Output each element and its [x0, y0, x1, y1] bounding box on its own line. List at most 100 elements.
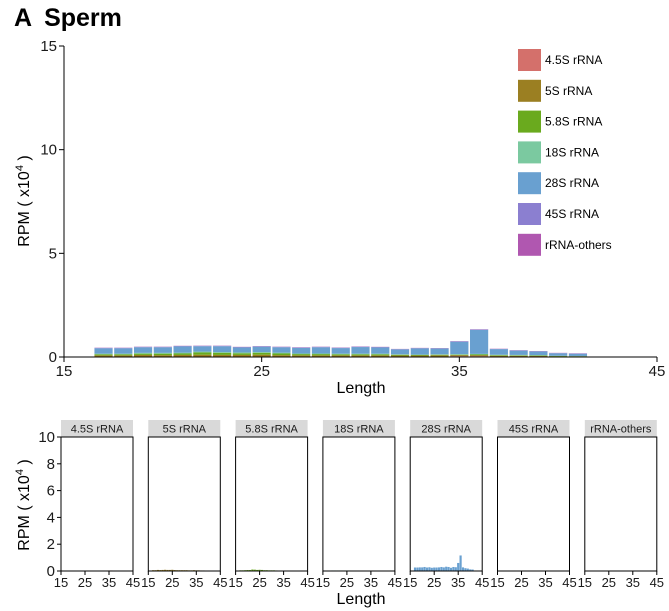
- bar-5-8s-rrna-37: [489, 355, 508, 356]
- facet-5-8s-rrna: 5.8S rRNA 15 25 35 45: [228, 420, 315, 590]
- facet-x-tick-label-rrna-others-25: 25: [602, 575, 616, 590]
- bar-18s-rrna-36: [470, 353, 489, 355]
- legend-swatch-rrna-others: [518, 233, 541, 256]
- main-x-axis-label: Length: [337, 380, 386, 397]
- bar-5s-rrna-35: [450, 355, 469, 357]
- bar-5s-rrna-34: [430, 355, 449, 357]
- x-tick-label-45: 45: [649, 363, 666, 380]
- bar-5s-rrna-24: [232, 354, 251, 357]
- facet-x-tick-label-rrna-others-35: 35: [626, 575, 640, 590]
- facet-bar-28s-rrna-36: [459, 555, 462, 571]
- main-bars: [94, 329, 588, 357]
- bar-28s-rrna-38: [509, 350, 528, 355]
- bar-5s-rrna-31: [371, 355, 390, 357]
- y-tick-label-5: 5: [49, 245, 57, 262]
- facet-y-ticks: 0 2 4 6 8 10: [38, 429, 61, 580]
- bar-5-8s-rrna-20: [153, 353, 172, 356]
- facet-strip-18s-rrna: [322, 420, 395, 437]
- bar-5s-rrna-19: [133, 354, 153, 357]
- facet-bar-28s-rrna-29: [442, 567, 445, 571]
- facet-bar-5-8s-rrna-26: [260, 569, 264, 571]
- facet-x-tick-label-5s-rrna-25: 25: [165, 575, 179, 590]
- facet-bar-28s-rrna-40: [469, 569, 472, 571]
- bar-5s-rrna-37: [489, 355, 508, 357]
- facet-bar-28s-rrna-25: [433, 567, 436, 571]
- bar-5s-rrna-32: [390, 355, 410, 357]
- facet-x-tick-label-5-8s-rrna-45: 45: [300, 575, 314, 590]
- bar-5-8s-rrna-34: [430, 354, 449, 356]
- bar-5s-rrna-25: [252, 354, 271, 357]
- facet-rrna-others: rRNA-others 15 25 35 45: [578, 420, 664, 590]
- bar-5s-rrna-38: [509, 355, 528, 357]
- x-tick-label-25: 25: [253, 363, 270, 380]
- bar-28s-rrna-39: [529, 351, 548, 356]
- bar-5-8s-rrna-29: [331, 354, 350, 356]
- main-x-ticks: 15 25 35 45: [56, 357, 666, 380]
- facet-bar-5-8s-rrna-23: [253, 569, 256, 571]
- facet-y-tick-label-10: 10: [38, 429, 55, 446]
- legend-label-4-5s-rrna: 4.5S rRNA: [545, 53, 602, 67]
- legend: 4.5S rRNA 5S rRNA 5.8S rRNA 18S rRNA 28S rRN…: [518, 49, 612, 256]
- legend-swatch-28s-rrna: [518, 172, 541, 195]
- bar-28s-rrna-20: [153, 347, 172, 353]
- facet-x-tick-label-5-8s-rrna-35: 35: [276, 575, 290, 590]
- bar-18s-rrna-35: [450, 354, 469, 355]
- facet-strip-label-4-5s-rrna: 4.5S rRNA: [71, 424, 124, 436]
- bar-5-8s-rrna-28: [311, 354, 331, 356]
- bar-18s-rrna-29: [331, 353, 350, 355]
- facet-strip-45s-rrna: [497, 420, 570, 437]
- bar-5-8s-rrna-24: [232, 353, 251, 355]
- panel-title: A Sperm: [14, 4, 122, 33]
- bar-5-8s-rrna-30: [351, 354, 370, 356]
- facet-x-tick-label-45s-rrna-35: 35: [538, 575, 552, 590]
- facet-bar-28s-rrna-33: [452, 566, 455, 571]
- bar-28s-rrna-24: [232, 347, 251, 353]
- bar-18s-rrna-31: [371, 353, 390, 355]
- facet-x-tick-label-28s-rrna-25: 25: [427, 575, 441, 590]
- bar-28s-rrna-34: [430, 348, 449, 355]
- bar-28s-rrna-32: [390, 349, 410, 355]
- facet-strip-rrna-others: [584, 420, 657, 437]
- facet-bar-5-8s-rrna-24: [256, 569, 259, 571]
- facet-bar-28s-rrna-27: [437, 567, 441, 571]
- facet-5s-rrna: 5S rRNA 15 25 35 45: [141, 420, 228, 590]
- facet-x-tick-label-5s-rrna-45: 45: [213, 575, 227, 590]
- bar-28s-rrna-27: [292, 347, 311, 354]
- facet-x-tick-label-28s-rrna-45: 45: [475, 575, 489, 590]
- legend-swatch-18s-rrna: [518, 141, 541, 164]
- facet-x-tick-label-28s-rrna-35: 35: [451, 575, 465, 590]
- bar-5s-rrna-36: [470, 355, 489, 357]
- facet-bar-5s-rrna-23: [166, 569, 169, 571]
- bar-5s-rrna-27: [292, 355, 311, 357]
- bar-5s-rrna-22: [193, 354, 212, 357]
- facet-frame-5s-rrna: [147, 436, 221, 572]
- panel-letter: A: [14, 4, 33, 32]
- facet-bar-28s-rrna-28: [440, 566, 443, 571]
- bar-18s-rrna-21: [173, 352, 192, 354]
- legend-label-28s-rrna: 28S rRNA: [545, 176, 599, 190]
- facet-bar-28s-rrna-37: [461, 567, 465, 571]
- facet-bar-28s-rrna-19: [418, 567, 421, 571]
- facet-y-tick-label-6: 6: [47, 483, 55, 500]
- bar-28s-rrna-25: [252, 346, 271, 353]
- y-tick-label-0: 0: [49, 349, 57, 366]
- facet-bar-28s-rrna-39: [466, 568, 469, 571]
- main-y-axis-label: RPM ( x104 ): [14, 155, 33, 246]
- facet-x-tick-label-5-8s-rrna-25: 25: [252, 575, 266, 590]
- facet-bar-28s-rrna-21: [423, 566, 426, 571]
- bar-18s-rrna-18: [114, 353, 133, 355]
- facet-strip-label-5-8s-rrna: 5.8S rRNA: [245, 424, 298, 436]
- bar-5-8s-rrna-25: [252, 352, 271, 355]
- bar-28s-rrna-28: [311, 347, 331, 354]
- facet-x-tick-label-4-5s-rrna-25: 25: [78, 575, 92, 590]
- facet-y-tick-label-2: 2: [47, 536, 55, 553]
- bar-5-8s-rrna-32: [390, 354, 410, 356]
- legend-label-45s-rrna: 45S rRNA: [545, 207, 599, 221]
- bar-18s-rrna-30: [351, 353, 370, 355]
- bar-5-8s-rrna-17: [94, 354, 113, 356]
- bar-18s-rrna-28: [311, 353, 331, 355]
- facet-x-tick-label-5s-rrna-35: 35: [189, 575, 203, 590]
- facet-28s-rrna: 28S rRNA 15 25 35 45: [403, 420, 489, 590]
- bar-28s-rrna-23: [213, 346, 232, 353]
